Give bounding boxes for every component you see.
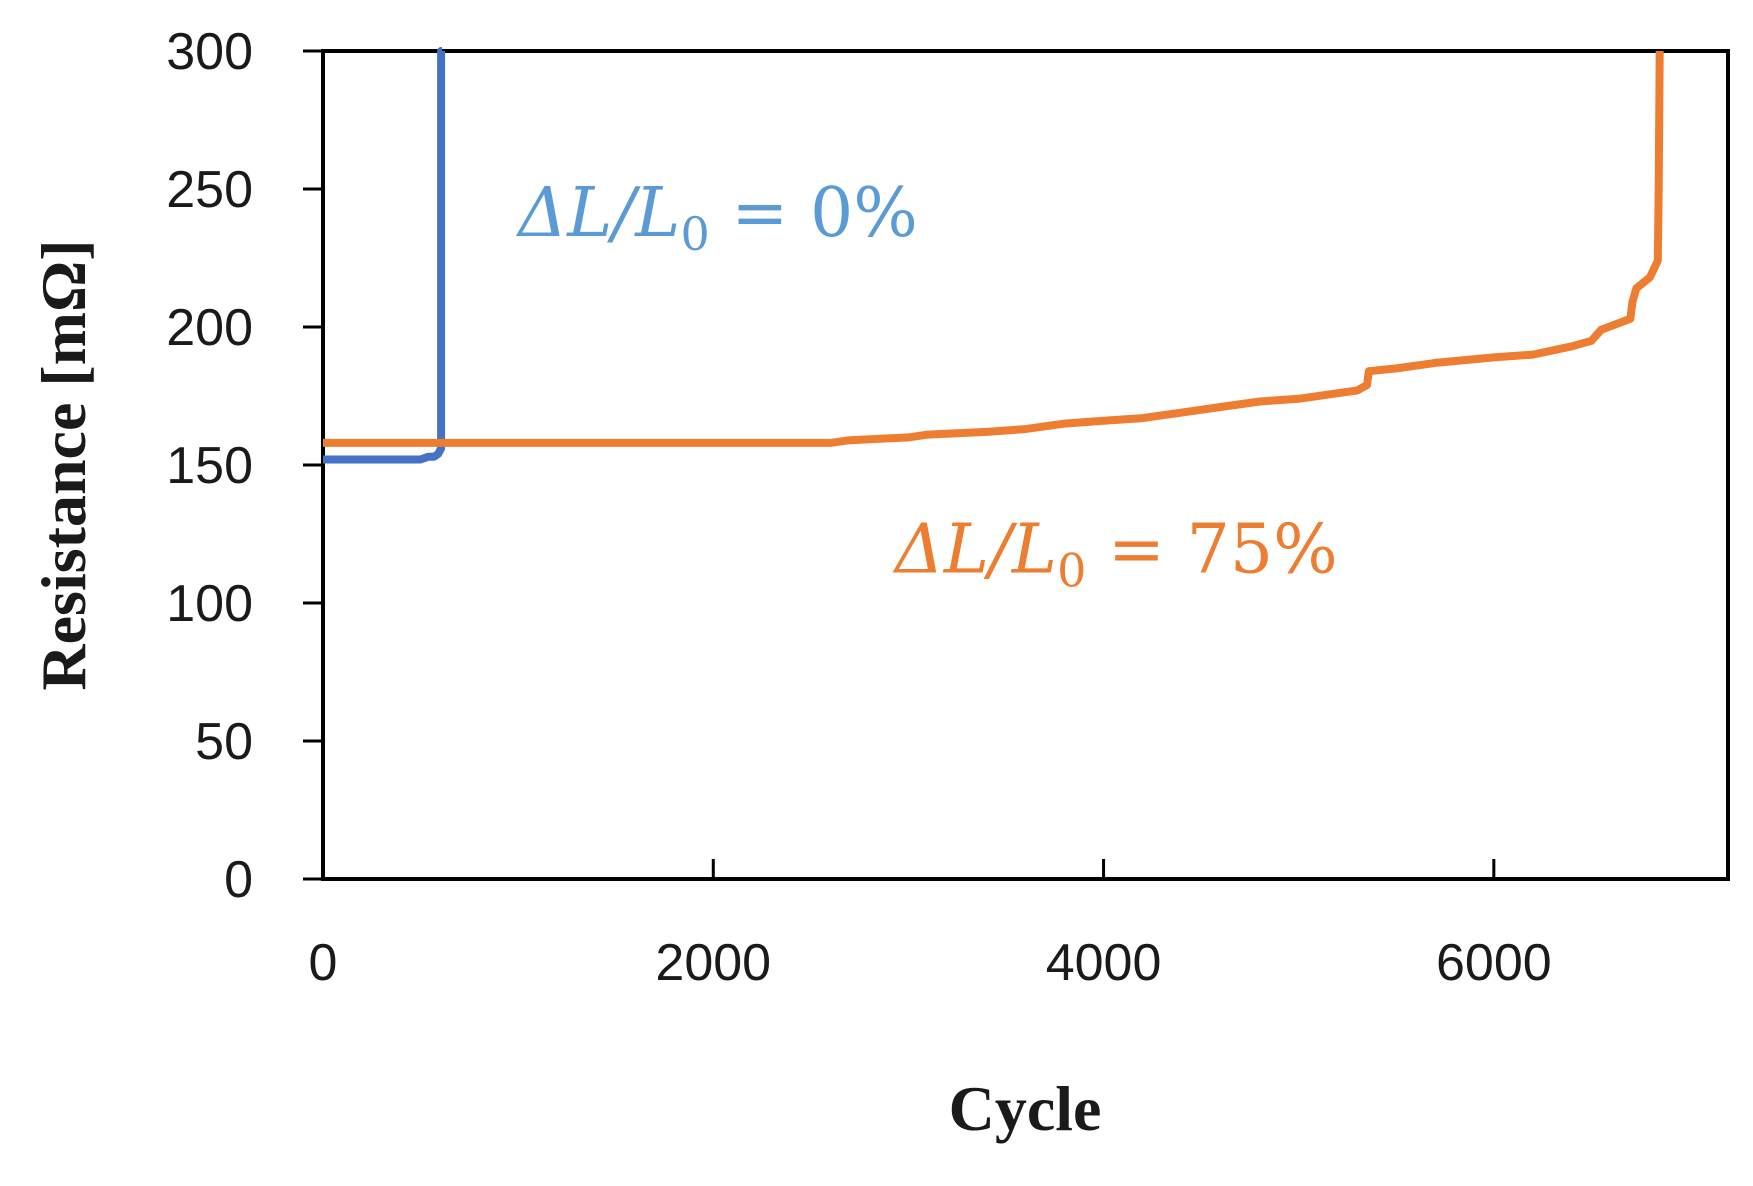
x-tick-label: 0 bbox=[309, 934, 338, 992]
y-tick-label: 250 bbox=[166, 161, 253, 219]
y-tick-label: 0 bbox=[224, 851, 253, 909]
annotation-prefix: ΔL/L bbox=[515, 174, 680, 253]
y-tick-label: 200 bbox=[166, 299, 253, 357]
y-axis-title: Resistance [mΩ] bbox=[28, 239, 99, 690]
tick-labels: 0 50 100 150 200 250 300 0 2000 4000 6000 bbox=[166, 23, 1551, 992]
x-tick-label: 6000 bbox=[1436, 934, 1552, 992]
annotation-suffix: = 0% bbox=[710, 174, 918, 253]
annotation-suffix: = 75% bbox=[1086, 511, 1337, 590]
y-tick-label: 150 bbox=[166, 437, 253, 495]
annotation-label-0: ΔL/L0 = 0% bbox=[515, 174, 918, 261]
annotation-prefix: ΔL/L bbox=[892, 511, 1057, 590]
y-tick-label: 50 bbox=[195, 713, 253, 771]
ticks bbox=[303, 49, 1496, 881]
x-axis-title: Cycle bbox=[949, 1073, 1102, 1144]
series-line-0 bbox=[323, 47, 446, 464]
annotation-subscript: 0 bbox=[1057, 544, 1086, 598]
annotation-subscript: 0 bbox=[680, 207, 709, 261]
series bbox=[323, 47, 1664, 464]
series-line-1 bbox=[323, 50, 1664, 447]
annotations: ΔL/L0 = 0%ΔL/L0 = 75% bbox=[515, 174, 1338, 598]
x-tick-label: 4000 bbox=[1046, 934, 1162, 992]
x-tick-label: 2000 bbox=[655, 934, 771, 992]
y-tick-label: 300 bbox=[166, 23, 253, 81]
annotation-label-1: ΔL/L0 = 75% bbox=[892, 511, 1338, 598]
y-tick-label: 100 bbox=[166, 575, 253, 633]
